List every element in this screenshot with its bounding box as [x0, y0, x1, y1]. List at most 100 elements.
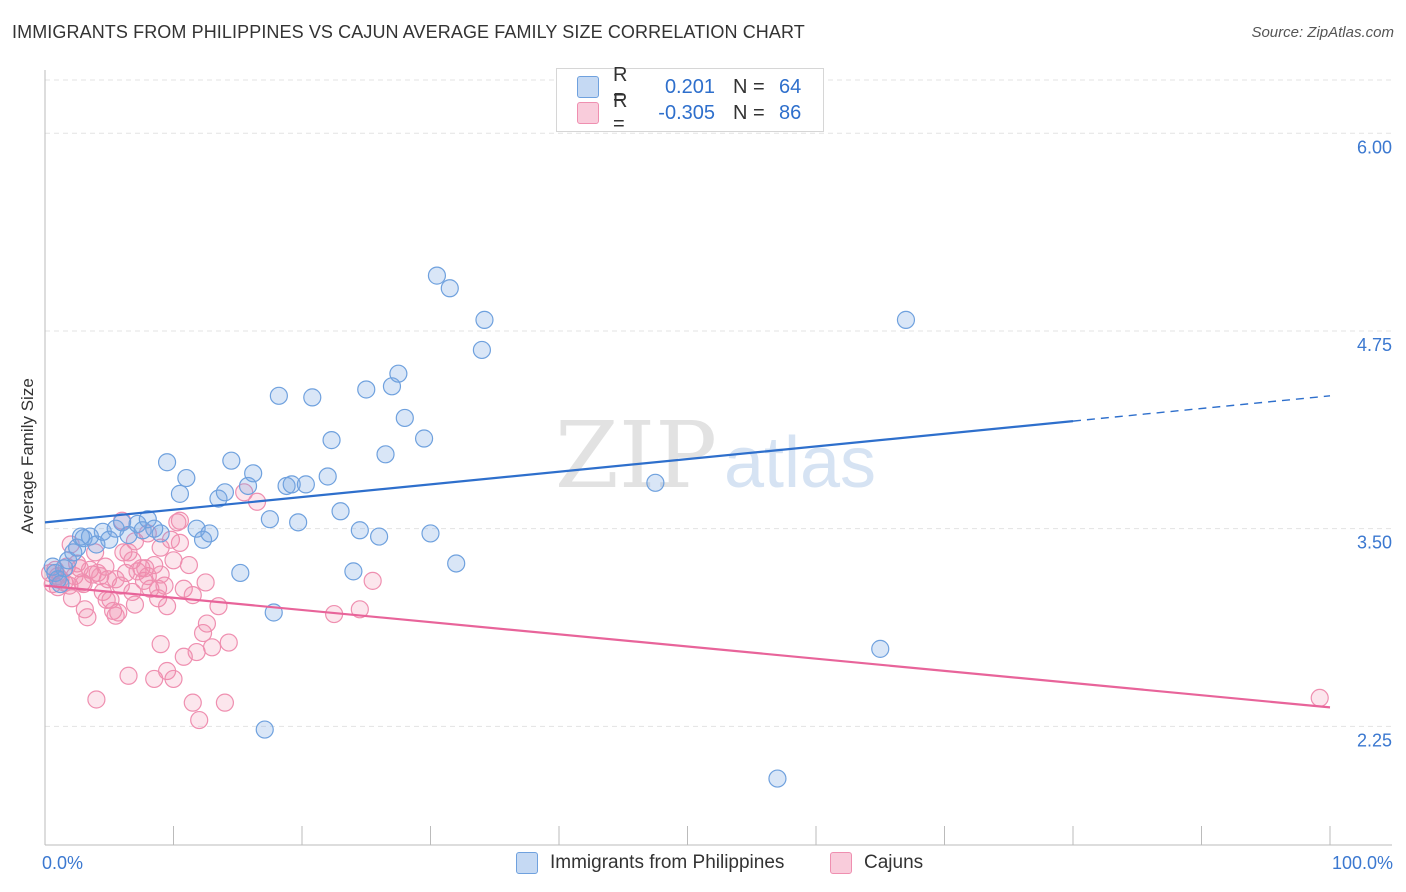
- philippines-point: [370, 527, 389, 546]
- cajun-point: [1310, 688, 1329, 708]
- philippines-point: [395, 408, 414, 428]
- cajun-point: [62, 589, 82, 608]
- cajun-point: [197, 614, 217, 633]
- legend-swatch-blue: [577, 76, 599, 98]
- philippines-point: [318, 467, 337, 486]
- cajun-point: [215, 693, 234, 712]
- cajun-point: [87, 690, 106, 709]
- cajun-point: [119, 666, 138, 685]
- legend-r-label: R =: [613, 90, 628, 135]
- series-swatch-blue: [516, 852, 538, 874]
- philippines-point: [322, 431, 341, 450]
- cajun-point: [151, 538, 170, 557]
- legend-row-cajuns: R = -0.305 N = 86: [577, 90, 802, 135]
- philippines-point: [289, 513, 308, 532]
- philippines-point: [215, 483, 234, 502]
- series-legend-philippines: Immigrants from Philippines: [516, 852, 784, 874]
- philippines-point: [100, 530, 119, 549]
- trend-lines: [44, 395, 1331, 709]
- philippines-point: [231, 563, 250, 583]
- cajun-point: [350, 600, 369, 619]
- legend-n-value: 64: [779, 75, 802, 98]
- cajun-point: [151, 565, 170, 584]
- y-tick-label: 2.25: [1357, 730, 1392, 750]
- data-points: [41, 266, 1329, 788]
- philippines-point: [200, 524, 219, 543]
- philippines-point: [475, 310, 494, 329]
- philippines-point: [768, 769, 787, 788]
- cajun-point: [196, 573, 215, 592]
- philippines-point: [357, 380, 376, 399]
- philippines-point: [133, 521, 152, 540]
- x-tick-label: 100.0%: [1332, 853, 1393, 873]
- philippines-point: [260, 510, 279, 529]
- cajun-point: [183, 693, 202, 712]
- cajun-point: [170, 533, 190, 553]
- philippines-point: [896, 310, 916, 329]
- philippines-point: [421, 524, 440, 543]
- cajun-point: [174, 647, 193, 666]
- cajun-point: [136, 559, 155, 578]
- cajun-point: [106, 606, 125, 625]
- legend-r-value: -0.305: [658, 101, 715, 124]
- philippines-point: [222, 451, 241, 470]
- philippines-point: [472, 340, 491, 360]
- cajun-point: [193, 623, 213, 643]
- tick-labels: 2.25 3.50 4.75 6.00 0.0% 100.0%: [42, 137, 1393, 873]
- philippines-point: [376, 445, 395, 464]
- cajun-point: [157, 597, 177, 616]
- legend-n-value: 86: [779, 101, 802, 124]
- cajun-point: [106, 570, 125, 589]
- philippines-point: [255, 720, 274, 739]
- cajun-point: [363, 571, 382, 590]
- philippines-point: [350, 521, 369, 540]
- legend-swatch-pink: [577, 102, 599, 124]
- philippines-point: [282, 475, 301, 494]
- philippines-point: [296, 475, 315, 494]
- philippines-point: [389, 364, 408, 383]
- cajun-point: [202, 638, 222, 657]
- legend-r-label: R =: [613, 64, 628, 109]
- series-name: Cajuns: [864, 852, 924, 873]
- philippines-trend-extension: [1072, 395, 1331, 422]
- y-axis-label: Average Family Size: [18, 378, 37, 534]
- watermark-zip: ZIP: [555, 402, 717, 509]
- series-name: Immigrants from Philippines: [550, 852, 785, 873]
- correlation-legend: R = 0.201 N = 64 R = -0.305 N = 86: [556, 64, 824, 135]
- philippines-point: [170, 484, 190, 503]
- cajun-point: [164, 669, 183, 689]
- series-legend-cajuns: Cajuns: [830, 852, 923, 874]
- philippines-point: [151, 524, 170, 543]
- philippines-point: [447, 554, 466, 573]
- series-swatch-pink: [830, 852, 852, 874]
- legend-n-label: N =: [733, 101, 765, 124]
- cajun-point: [109, 603, 128, 622]
- cajun-point: [179, 555, 199, 575]
- philippines-point: [51, 574, 70, 594]
- cajun-point: [209, 597, 228, 616]
- cajun-point: [164, 551, 183, 570]
- y-tick-label: 6.00: [1357, 137, 1392, 157]
- axes: [44, 70, 1392, 846]
- series-legend: Immigrants from Philippines Cajuns: [0, 852, 1406, 878]
- philippines-point: [157, 453, 177, 472]
- y-tick-label: 4.75: [1357, 335, 1392, 355]
- watermark: ZIP atlas: [555, 402, 876, 509]
- cajun-point: [97, 590, 116, 609]
- cajun-point: [190, 710, 209, 730]
- philippines-point: [244, 464, 263, 483]
- chart-title: IMMIGRANTS FROM PHILIPPINES VS CAJUN AVE…: [12, 22, 805, 42]
- source-label: Source: ZipAtlas.com: [1251, 24, 1394, 41]
- philippines-trend-line: [44, 420, 1074, 524]
- y-tick-label: 3.50: [1357, 533, 1392, 553]
- x-tick-label: 0.0%: [42, 853, 83, 873]
- philippines-point: [331, 502, 350, 521]
- philippines-point: [68, 538, 87, 557]
- philippines-point: [177, 468, 196, 488]
- cajun-trend-line: [44, 584, 1331, 709]
- philippines-point: [414, 429, 434, 448]
- legend-r-value: 0.201: [664, 75, 715, 98]
- legend-n-label: N =: [733, 75, 765, 98]
- philippines-point: [871, 639, 890, 658]
- cajun-point: [78, 608, 97, 627]
